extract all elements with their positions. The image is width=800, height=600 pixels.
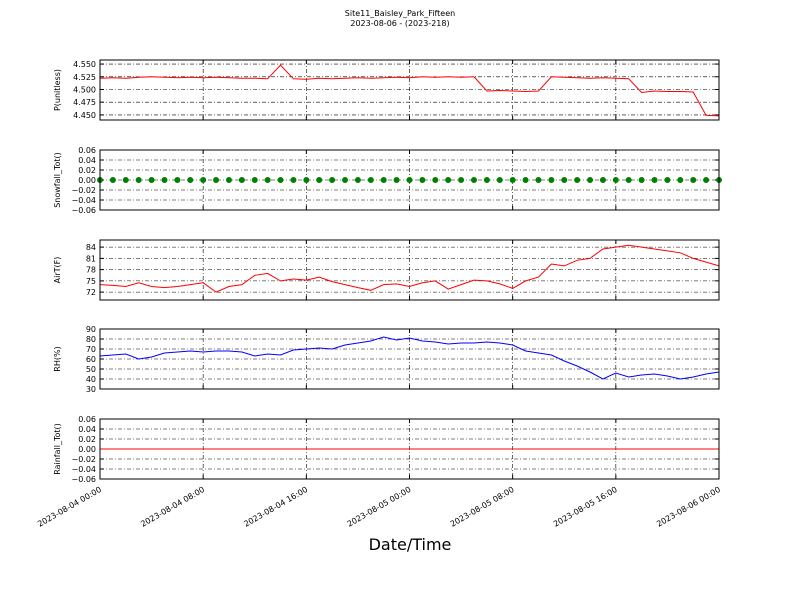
data-point [612, 177, 619, 183]
plot-frame [99, 149, 720, 211]
data-line [99, 336, 720, 380]
data-point [664, 177, 671, 183]
data-point [445, 177, 452, 183]
y-tick-label: 0.02 [78, 166, 96, 175]
data-point [264, 177, 271, 183]
y-axis-label: RH(%) [53, 346, 62, 371]
data-point [174, 177, 181, 183]
chart-title: Site11_Baisley_Park_Fifteen [345, 9, 455, 18]
y-tick-label: 80 [86, 335, 96, 344]
data-point [638, 177, 645, 183]
data-point [458, 177, 465, 183]
y-tick-label: 0.04 [78, 425, 96, 434]
data-point [329, 177, 336, 183]
y-tick-label: 4.450 [73, 111, 96, 120]
y-tick-label: 72 [86, 288, 96, 297]
data-point [651, 177, 658, 183]
data-point [316, 177, 323, 183]
data-point [587, 177, 594, 183]
plot-frame [99, 239, 720, 301]
data-point [200, 177, 207, 183]
y-tick-label: 50 [86, 365, 96, 374]
data-point [432, 177, 439, 183]
y-tick-label: −0.02 [71, 455, 96, 464]
data-line [99, 64, 720, 117]
data-point [225, 177, 232, 183]
y-tick-label: −0.04 [71, 465, 96, 474]
data-point [213, 177, 220, 183]
y-tick-label: 0.06 [78, 146, 96, 155]
y-tick-label: 4.550 [73, 60, 96, 69]
y-tick-label: 0.06 [78, 415, 96, 424]
data-point [161, 177, 168, 183]
data-point [599, 177, 606, 183]
y-tick-label: 84 [86, 243, 96, 252]
y-tick-label: 40 [86, 375, 96, 384]
y-tick-label: −0.06 [71, 475, 96, 484]
y-tick-label: 4.525 [73, 73, 96, 82]
data-point [470, 177, 477, 183]
y-axis-label: Snowfall_Tot() [53, 152, 62, 208]
y-axis-label: AirT(F) [53, 257, 62, 284]
data-point [406, 177, 413, 183]
data-point [303, 177, 310, 183]
data-point [574, 177, 581, 183]
data-point [367, 177, 374, 183]
data-point [548, 177, 555, 183]
data-point [535, 177, 542, 183]
data-point [251, 177, 258, 183]
y-tick-label: 30 [86, 385, 96, 394]
data-point [496, 177, 503, 183]
y-tick-label: −0.02 [71, 186, 96, 195]
y-tick-label: 90 [86, 325, 96, 334]
plot-frame [99, 328, 720, 390]
y-axis-label: P(unitless) [53, 69, 62, 111]
y-tick-label: 70 [86, 345, 96, 354]
y-tick-label: 4.475 [73, 98, 96, 107]
data-point [677, 177, 684, 183]
y-tick-label: 78 [86, 266, 96, 275]
y-tick-label: 0.00 [78, 445, 96, 454]
data-point [393, 177, 400, 183]
data-point [561, 177, 568, 183]
data-point [690, 177, 697, 183]
y-tick-label: −0.04 [71, 196, 96, 205]
chart-subtitle: 2023-08-06 - (2023-218) [350, 19, 449, 28]
data-line [99, 244, 720, 293]
y-tick-label: 81 [86, 254, 96, 263]
data-point [135, 177, 142, 183]
data-point [625, 177, 632, 183]
data-point [290, 177, 297, 183]
y-axis-label: Rainfall_Tot() [53, 423, 62, 475]
data-point [148, 177, 155, 183]
data-point [122, 177, 129, 183]
data-point [354, 177, 361, 183]
data-point [109, 177, 116, 183]
y-tick-label: 0.02 [78, 435, 96, 444]
y-tick-label: 4.500 [73, 85, 96, 94]
plot-frame [99, 418, 720, 480]
data-point [238, 177, 245, 183]
y-tick-label: −0.06 [71, 206, 96, 215]
data-point [277, 177, 284, 183]
data-point [483, 177, 490, 183]
x-axis-label: Date/Time [369, 535, 452, 554]
y-tick-label: 60 [86, 355, 96, 364]
data-point [703, 177, 710, 183]
y-tick-label: 75 [86, 277, 96, 286]
data-point [342, 177, 349, 183]
y-tick-label: 0.04 [78, 156, 96, 165]
y-tick-label: 0.00 [78, 176, 96, 185]
plot-frame [99, 59, 720, 121]
data-point [419, 177, 426, 183]
data-point [509, 177, 516, 183]
data-point [522, 177, 529, 183]
data-point [380, 177, 387, 183]
data-point [187, 177, 194, 183]
